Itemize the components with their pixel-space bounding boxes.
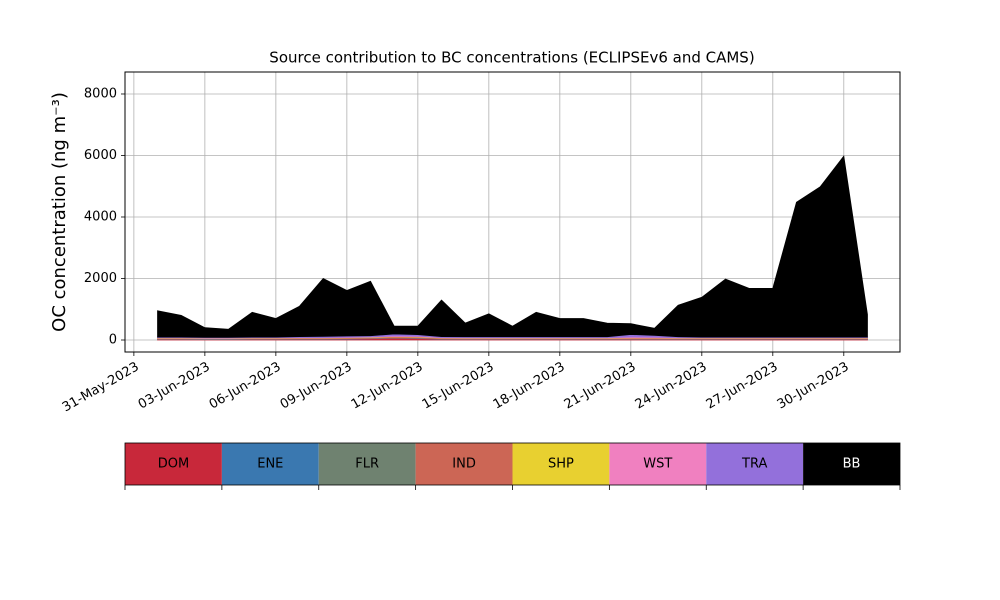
x-tick-label: 30-Jun-2023 (775, 360, 852, 413)
legend-swatch (706, 443, 804, 485)
legend-label: ENE (257, 457, 283, 472)
y-tick-label: 0 (109, 333, 117, 348)
legend-label: FLR (355, 457, 379, 472)
legend-swatch (125, 443, 222, 485)
area (157, 155, 868, 338)
legend-label: TRA (741, 457, 767, 472)
legend-swatch (318, 443, 416, 485)
legend-label: DOM (158, 457, 189, 472)
x-tick-label: 24-Jun-2023 (633, 360, 710, 413)
legend-label: BB (843, 457, 861, 472)
legend-swatch (221, 443, 319, 485)
x-tick-label: 09-Jun-2023 (278, 360, 355, 413)
legend-label: IND (452, 457, 476, 472)
legend-swatch (512, 443, 610, 485)
x-tick-label: 18-Jun-2023 (491, 360, 568, 413)
x-tick-label: 03-Jun-2023 (136, 360, 213, 413)
legend-label: SHP (548, 457, 574, 472)
y-tick-label: 6000 (84, 148, 117, 163)
y-tick-label: 8000 (84, 86, 117, 101)
chart-title: Source contribution to BC concentrations… (269, 49, 754, 67)
plot-frame (124, 71, 901, 353)
x-tick-label: 27-Jun-2023 (704, 360, 781, 413)
x-tick-label: 06-Jun-2023 (207, 360, 284, 413)
x-tick-label: 21-Jun-2023 (562, 360, 639, 413)
x-tick-label: 15-Jun-2023 (420, 360, 497, 413)
x-tick-label: 31-May-2023 (60, 360, 142, 416)
legend-swatch (609, 443, 707, 485)
legend-label: WST (643, 457, 672, 472)
legend-swatch (415, 443, 513, 485)
legend-frame (124, 442, 901, 486)
y-tick-label: 2000 (84, 271, 117, 286)
x-tick-label: 12-Jun-2023 (349, 360, 426, 413)
y-axis-label: OC concentration (ng m⁻³) (49, 92, 70, 332)
legend-swatch (803, 443, 900, 485)
y-tick-label: 4000 (84, 209, 117, 224)
